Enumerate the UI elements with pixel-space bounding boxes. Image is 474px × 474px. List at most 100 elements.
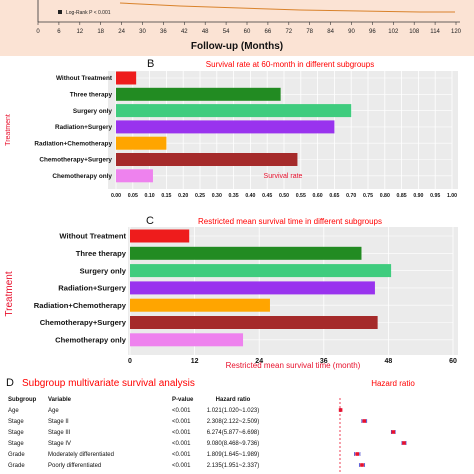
row-variable: Age: [48, 408, 59, 414]
row-pvalue: <0.001: [172, 430, 191, 436]
row-hazard-ratio: 9.080(8.468~9.736): [207, 441, 260, 447]
km-tick-label: 54: [223, 29, 230, 35]
bar-three-therapy: [116, 87, 281, 101]
chart-c-tick-labels: 0 12 24 36 48 60: [128, 358, 457, 365]
chart-c-y-axis-label: Treatment: [4, 271, 15, 316]
category-label: Chemotherapy only: [52, 173, 112, 180]
forest-plot-panel: D Subgroup multivariate survival analysi…: [6, 377, 415, 474]
category-label: Surgery only: [80, 266, 127, 275]
chart-b-survival-rate: B Survival rate at 60-month in different…: [5, 58, 458, 199]
km-tick-labels: 0 6 12 18 24 30 36 42 48 54 60 66 72 78 84 90 96 102 108 11…: [36, 22, 462, 35]
row-hazard-ratio: 1.809(1.645~1.989): [207, 452, 260, 458]
x-tick-label: 1.00: [447, 193, 457, 199]
chart-b-bars: [116, 71, 352, 183]
bar-radiation-chemotherapy: [116, 136, 167, 150]
km-tick-label: 0: [36, 29, 40, 35]
bar-chemotherapy-only: [116, 169, 153, 183]
x-tick-label: 0.50: [279, 193, 289, 199]
chart-b-y-axis-label: Treatment: [5, 114, 12, 146]
chart-b-title: Survival rate at 60-month in different s…: [206, 60, 374, 69]
legend-text: Log-Rank P < 0.001: [66, 10, 111, 16]
hr-point: [402, 441, 406, 445]
chart-b-category-labels: Without Treatment Three therapy Surgery on…: [34, 75, 112, 180]
km-tick-label: 12: [76, 29, 83, 35]
header-variable: Variable: [48, 397, 72, 403]
km-tick-label: 114: [430, 29, 440, 35]
bar-without-treatment: [130, 229, 190, 243]
hr-point: [391, 430, 396, 434]
km-tick-label: 42: [181, 29, 188, 35]
bar-chemotherapy-surgery: [116, 153, 298, 166]
x-tick-label: 0.20: [178, 193, 188, 199]
km-tick-label: 36: [160, 29, 167, 35]
category-label: Radiation+Surgery: [55, 124, 112, 131]
x-tick-label: 0.95: [430, 193, 440, 199]
bar-chemotherapy-only: [130, 333, 244, 347]
km-tick-label: 78: [306, 29, 313, 35]
chart-b-tick-labels: 0.00 0.05 0.10 0.15 0.20 0.25 0.30 0.35 0.40 0.45…: [111, 193, 457, 199]
chart-c-title: Restricted mean survival time in differe…: [198, 217, 382, 226]
x-tick-label: 0.70: [346, 193, 356, 199]
panel-letter-d: D: [6, 377, 14, 389]
category-label: Without Treatment: [56, 75, 113, 82]
x-tick-label: 0.00: [111, 193, 121, 199]
row-hazard-ratio: 1.021(1.020~1.023): [207, 408, 260, 414]
hr-point: [355, 452, 359, 456]
forest-rows: Age Age <0.001 1.021(1.020~1.023) Stage Stage…: [8, 408, 407, 469]
chart-b-x-axis-label: Survival rate: [264, 173, 303, 180]
category-label: Radiation+Chemotherapy: [34, 140, 112, 147]
row-pvalue: <0.001: [172, 441, 191, 447]
x-tick-label: 0.60: [313, 193, 323, 199]
hr-point: [360, 463, 364, 467]
x-tick-label: 24: [255, 358, 263, 365]
km-curve: [119, 2, 455, 13]
category-label: Three therapy: [70, 92, 113, 99]
x-tick-label: 0.85: [397, 193, 407, 199]
x-tick-label: 48: [385, 358, 393, 365]
row-subgroup: Stage: [8, 441, 24, 447]
chart-c-category-labels: Without Treatment Three therapy Surgery on…: [34, 232, 127, 345]
km-tick-label: 24: [118, 29, 125, 35]
km-tick-label: 30: [139, 29, 146, 35]
km-tick-label: 96: [369, 29, 376, 35]
survival-curve-svg: Log-Rank P < 0.001 0 6 12 18 24 30 36 42 48 54 60 6…: [36, 0, 462, 52]
x-tick-label: 0.55: [296, 193, 306, 199]
km-tick-label: 120: [451, 29, 462, 35]
category-label: Without Treatment: [59, 232, 126, 241]
category-label: Three therapy: [76, 249, 127, 258]
x-tick-label: 60: [449, 358, 457, 365]
chart-c-bars: [130, 229, 392, 347]
row-subgroup: Age: [8, 408, 19, 414]
category-label: Radiation+Chemotherapy: [34, 301, 127, 310]
x-tick-label: 0.45: [262, 193, 272, 199]
header-pvalue: P-value: [172, 397, 194, 403]
row-subgroup: Stage: [8, 419, 24, 425]
km-tick-label: 90: [348, 29, 355, 35]
x-tick-label: 0.25: [195, 193, 205, 199]
row-variable: Poorly differentiated: [48, 463, 101, 469]
row-pvalue: <0.001: [172, 463, 191, 469]
chart-c-x-axis-label: Restricted mean survival time (month): [226, 361, 361, 370]
category-label: Chemotherapy only: [55, 335, 127, 344]
km-tick-label: 108: [409, 29, 420, 35]
bar-without-treatment: [116, 71, 137, 85]
hr-point: [338, 408, 343, 412]
row-pvalue: <0.001: [172, 452, 191, 458]
x-tick-label: 0.05: [128, 193, 138, 199]
category-label: Chemotherapy+Surgery: [39, 157, 112, 164]
row-hazard-ratio: 6.274(5.877~6.698): [207, 430, 260, 436]
category-label: Surgery only: [73, 108, 113, 115]
km-tick-label: 48: [202, 29, 209, 35]
row-subgroup: Grade: [8, 463, 25, 469]
x-tick-label: 0: [128, 358, 132, 365]
survival-curve-panel: Log-Rank P < 0.001 0 6 12 18 24 30 36 42 48 54 60 6…: [0, 0, 474, 56]
forest-title: Subgroup multivariate survival analysis: [22, 378, 195, 389]
legend-key: [58, 10, 62, 14]
x-tick-label: 0.40: [245, 193, 255, 199]
km-tick-label: 84: [327, 29, 334, 35]
bar-three-therapy: [130, 246, 362, 260]
km-tick-label: 66: [265, 29, 272, 35]
km-tick-label: 72: [285, 29, 292, 35]
category-label: Chemotherapy+Surgery: [40, 318, 127, 327]
